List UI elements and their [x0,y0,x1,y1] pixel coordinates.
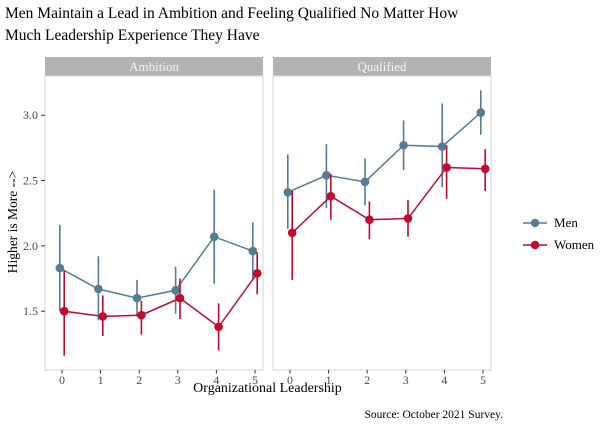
y-tick-label: 3.0 [23,108,38,122]
legend-entry-men: Men [522,212,594,234]
chart-title: Men Maintain a Lead in Ambition and Feel… [5,3,605,47]
data-point-women [252,269,262,278]
series-line-men [59,235,254,299]
facet-strip-ambition [45,57,263,76]
x-tick-label: 4 [441,373,447,387]
data-point-women [137,310,146,320]
x-tick-label: 0 [59,373,65,387]
x-tick-label: 2 [364,373,370,387]
y-tick-label: 2.5 [23,174,38,188]
x-tick-label: 4 [213,373,219,387]
data-point-women [480,164,490,174]
legend-entry-women: Women [522,234,594,256]
legend: Men Women [522,212,594,256]
y-axis-title: Higher is More --> [5,170,20,274]
data-point-men [399,140,408,150]
x-tick-label: 1 [98,373,104,387]
x-tick-label: 5 [480,373,486,387]
x-tick-label: 2 [136,373,142,387]
data-point-women [175,293,185,303]
x-tick-label: 1 [326,373,332,387]
x-axis-title: Organizational Leadership [193,381,342,396]
facet-strip-label-qualified: Qualified [357,59,407,74]
data-point-men [248,246,258,256]
x-tick-label: 3 [403,373,409,387]
x-tick-label: 0 [287,373,293,387]
y-tick-label: 1.5 [23,304,38,318]
data-point-men [55,263,65,273]
data-point-women [403,214,413,223]
series-line-men [287,112,482,193]
data-point-men [476,108,486,117]
data-point-women [214,322,223,332]
data-point-men [437,142,447,151]
series-line-women [291,166,486,234]
legend-label-men: Men [554,215,578,230]
data-point-men [209,232,219,242]
data-point-men [132,293,142,303]
data-point-women [59,306,69,316]
legend-key-women-icon [523,240,547,250]
data-point-men [94,284,103,294]
facet-strip-label-ambition: Ambition [129,59,179,74]
data-point-men [171,285,180,295]
facet-strip-qualified [273,57,491,76]
data-point-women [365,215,374,225]
y-tick-label: 2.0 [23,239,38,253]
series-line-women [64,272,258,328]
data-point-women [287,228,297,238]
data-point-women [98,312,108,321]
data-point-women [326,191,336,201]
data-point-men [360,177,370,187]
data-point-women [442,163,451,172]
data-point-men [283,187,293,197]
legend-key-men-icon [523,218,547,228]
data-point-men [322,171,331,180]
panel-ambition [44,75,264,371]
legend-label-women: Women [554,237,595,252]
chart-title-line1: Men Maintain a Lead in Ambition and Feel… [5,5,459,22]
panel-qualified [272,75,492,371]
x-tick-label: 3 [175,373,181,387]
source-caption: Source: October 2021 Survey. [364,409,504,421]
chart-title-line2: Much Leadership Experience They Have [5,27,260,44]
x-tick-label: 5 [252,373,258,387]
